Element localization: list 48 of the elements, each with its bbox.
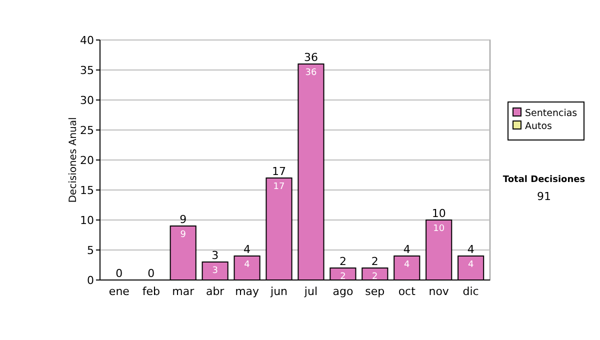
y-tick-label: 15 — [80, 184, 94, 197]
data-label: 2 — [372, 272, 378, 282]
x-tick-label: may — [235, 285, 260, 298]
data-label: 10 — [433, 224, 445, 234]
text: Total Decisiones — [502, 175, 586, 185]
data-label: 36 — [305, 68, 317, 78]
x-tick-label: feb — [142, 285, 160, 298]
total-label: 4 — [244, 243, 251, 256]
data-label: 4 — [468, 260, 474, 270]
total-label: 2 — [371, 255, 378, 268]
y-tick-label: 20 — [80, 154, 94, 167]
data-label: 17 — [273, 182, 285, 192]
total-label: 0 — [148, 267, 155, 280]
text: 91 — [537, 190, 551, 203]
total-label: 2 — [339, 255, 346, 268]
x-tick-label: ene — [108, 285, 130, 298]
total-label: 9 — [180, 213, 187, 226]
legend-label: Autos — [525, 121, 552, 132]
y-tick-label: 25 — [80, 124, 94, 137]
data-label: 9 — [180, 230, 186, 240]
total-label: 17 — [272, 165, 286, 178]
y-tick-label: 40 — [80, 34, 94, 47]
data-label: 4 — [404, 260, 410, 270]
data-label: 3 — [212, 266, 218, 276]
total-label: 4 — [467, 243, 474, 256]
total-label: 4 — [403, 243, 410, 256]
y-tick-label: 30 — [80, 94, 94, 107]
x-tick-label: dic — [462, 285, 479, 298]
x-tick-label: oct — [398, 285, 416, 298]
x-tick-label: jun — [270, 285, 288, 298]
x-tick-label: jul — [303, 285, 318, 298]
y-tick-label: 0 — [87, 274, 94, 287]
x-tick-label: sep — [365, 285, 385, 298]
data-label: 4 — [244, 260, 250, 270]
total-label: 3 — [212, 249, 219, 262]
total-label: 0 — [116, 267, 123, 280]
total-label: 10 — [432, 207, 446, 220]
y-axis-title: Decisiones Anual — [68, 117, 79, 203]
legend-label: Sentencias — [525, 108, 578, 119]
total-label: 36 — [304, 51, 318, 64]
x-tick-label: ago — [332, 285, 354, 298]
x-tick-label: nov — [428, 285, 450, 298]
x-tick-label: mar — [172, 285, 195, 298]
data-label: 2 — [340, 272, 346, 282]
y-tick-label: 35 — [80, 64, 94, 77]
y-tick-label: 10 — [80, 214, 94, 227]
x-tick-label: abr — [206, 285, 225, 298]
y-tick-label: 5 — [87, 244, 94, 257]
